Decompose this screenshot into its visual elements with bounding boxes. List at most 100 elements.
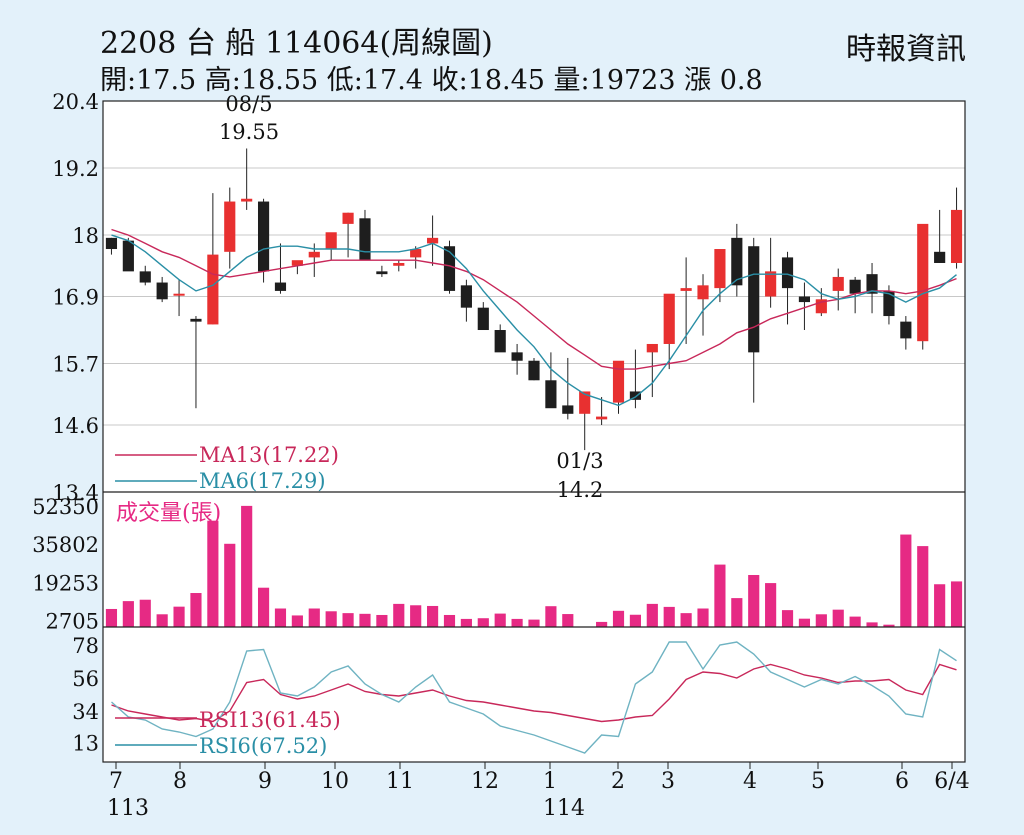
price-tick-label: 16.9: [52, 286, 99, 310]
volume-bar: [545, 606, 557, 627]
x-month-label: 11: [386, 769, 414, 794]
volume-bar: [511, 618, 523, 627]
rsi6-legend-label: RSI6(67.52): [199, 734, 327, 758]
candle-body: [156, 282, 168, 300]
volume-bar: [646, 603, 658, 627]
volume-bar: [765, 583, 777, 627]
volume-bar: [427, 605, 439, 627]
volume-bar: [139, 599, 151, 627]
price-tick-label: 19.2: [52, 157, 99, 181]
volume-bar: [781, 610, 794, 627]
candle-body: [325, 232, 337, 250]
volume-bar: [815, 614, 827, 627]
rsi-tick-label: 13: [72, 732, 99, 756]
x-month-label: 10: [321, 769, 349, 794]
candle-body: [257, 201, 270, 272]
volume-bar: [477, 618, 489, 627]
candle-body: [663, 293, 675, 344]
volume-bar: [190, 593, 202, 627]
candle-body: [765, 271, 777, 297]
candle-body: [477, 307, 489, 331]
x-month-label: 6: [895, 769, 909, 794]
low-annotation-value: 14.2: [557, 478, 604, 502]
x-month-label: 2: [611, 769, 625, 794]
x-month-label: 12: [471, 769, 499, 794]
rsi13-legend-label: RSI13(61.45): [199, 708, 341, 732]
ma6-line: [111, 234, 957, 407]
rsi-tick-label: 78: [72, 634, 99, 658]
volume-title: 成交量(張): [116, 501, 221, 526]
volume-bar: [325, 611, 337, 627]
volume-bar: [257, 587, 270, 627]
volume-tick-label: 2705: [46, 610, 99, 634]
candle-body: [122, 240, 134, 272]
rsi-tick-label: 56: [72, 667, 99, 691]
candle-body: [173, 293, 185, 296]
candle-body: [934, 251, 946, 263]
price-tick-label: 15.7: [52, 353, 99, 377]
ma6-legend-label: MA6(17.29): [199, 469, 326, 493]
volume-bar: [596, 621, 608, 627]
plot-background: [103, 101, 965, 762]
low-annotation-date: 01/3: [556, 449, 603, 473]
x-month-label: 5: [811, 769, 825, 794]
candle-body: [579, 391, 591, 414]
volume-bar: [950, 581, 963, 627]
price-tick-label: 20.4: [52, 90, 99, 114]
volume-bar: [917, 546, 929, 627]
candle-body: [105, 237, 118, 250]
volume-bar: [173, 606, 185, 627]
volume-bar: [105, 608, 118, 627]
volume-tick-label: 19253: [32, 571, 99, 595]
volume-bar: [224, 543, 236, 627]
volume-bar: [359, 613, 371, 627]
candle-body: [291, 260, 303, 266]
x-year-label: 114: [543, 796, 585, 821]
volume-bar: [562, 614, 574, 627]
ma13-legend-label: MA13(17.22): [199, 443, 339, 467]
volume-bar: [731, 598, 743, 627]
candle-body: [393, 262, 405, 266]
candle-body: [680, 288, 692, 291]
candle-body: [798, 296, 811, 303]
volume-bar: [241, 505, 253, 627]
candle-body: [308, 251, 320, 258]
volume-bar: [410, 605, 422, 627]
volume-bar: [460, 618, 472, 627]
x-month-label: 7: [109, 769, 123, 794]
volume-bar: [697, 608, 709, 627]
source-label: 時報資訊: [846, 32, 966, 67]
volume-bar: [748, 574, 760, 627]
high-annotation-date: 08/5: [225, 92, 272, 116]
candle-body: [950, 209, 963, 263]
x-year-label: 113: [107, 796, 149, 821]
ma13-line: [111, 228, 957, 370]
price-stats: 開:17.5 高:18.55 低:17.4 收:18.45 量:19723 漲 …: [100, 65, 763, 96]
volume-bar: [393, 603, 405, 627]
candle-body: [494, 330, 506, 353]
candle-body: [866, 274, 878, 294]
price-tick-label: 13.4: [52, 481, 99, 505]
candle-body: [883, 290, 895, 317]
volume-bar: [832, 609, 844, 627]
volume-bar: [714, 564, 726, 627]
candle-body: [207, 254, 219, 325]
candle-body: [224, 201, 236, 252]
x-month-label: 1: [543, 769, 557, 794]
high-annotation-value: 19.55: [219, 120, 279, 144]
plot-frame: [102, 100, 966, 763]
rsi6-line: [111, 641, 957, 754]
volume-bar: [612, 610, 625, 627]
volume-tick-label: 35802: [32, 533, 99, 557]
candle-body: [612, 360, 625, 403]
price-tick-label: 18: [72, 224, 99, 248]
candle-body: [596, 416, 608, 420]
x-month-label: 9: [258, 769, 272, 794]
volume-bar: [122, 601, 134, 627]
volume-tick-label: 52350: [32, 495, 99, 519]
candle-body: [241, 198, 253, 202]
candle-body: [511, 352, 523, 361]
candle-body: [139, 271, 151, 283]
volume-bar: [156, 614, 168, 627]
